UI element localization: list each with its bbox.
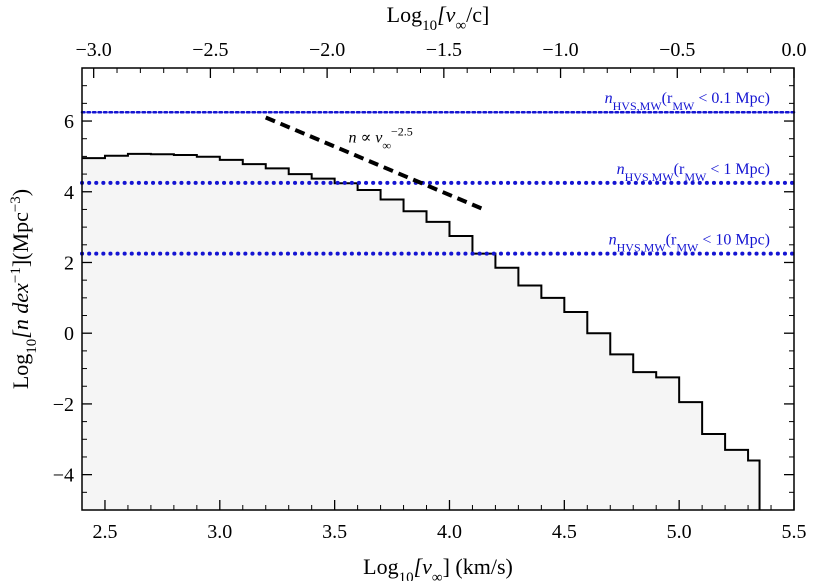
x2-tick-label: 0.0: [782, 39, 807, 61]
x-tick-label: 5.0: [667, 521, 692, 543]
ref-line-label-10mpc: nHVS,MW(rMW < 10 Mpc): [609, 232, 770, 255]
plot-frame: [81, 67, 795, 511]
x2-tick-label: −3.0: [76, 39, 112, 61]
ticks-layer: [81, 67, 795, 511]
x2-tick-label: −2.0: [309, 39, 345, 61]
x-tick-label: 2.5: [92, 521, 117, 543]
y-tick-label: 6: [64, 111, 74, 133]
x2-tick-label: −1.5: [426, 39, 462, 61]
x-tick-label: 5.5: [782, 521, 807, 543]
histogram-step-line: [82, 152, 761, 510]
y-axis-title: Log10[n dex−1](Mpc−3): [8, 189, 40, 389]
power-law-line: [264, 115, 485, 212]
x2-tick-label: −1.0: [542, 39, 578, 61]
ref-line-label-0p1mpc: nHVS,MW(rMW < 0.1 Mpc): [605, 90, 770, 113]
reference-lines-layer: [80, 110, 796, 256]
y-tick-label: 0: [64, 323, 74, 345]
x-tick-label: 3.0: [207, 521, 232, 543]
histogram-layer: [82, 152, 761, 510]
y-tick-label: 4: [64, 182, 74, 204]
x2-tick-label: −0.5: [659, 39, 695, 61]
top-axis-title: Log10[v∞/c]: [387, 2, 490, 34]
power-law-layer: [264, 115, 485, 212]
y-tick-label: −2: [53, 394, 74, 416]
x-tick-label: 4.5: [552, 521, 577, 543]
power-law-label: n ∝ v∞−2.5: [348, 124, 412, 152]
histogram-fill: [82, 153, 760, 510]
x-axis-title: Log10[v∞] (km/s): [363, 554, 513, 581]
y-tick-label: −4: [53, 465, 74, 487]
x2-tick-label: −2.5: [192, 39, 228, 61]
x-tick-label: 3.5: [322, 521, 347, 543]
x-tick-label: 4.0: [437, 521, 462, 543]
axis-labels-layer: 2.5 3.0 3.5 4.0 4.5 5.0 5.5 −3.0 −2.5 −2.0 −1.5 −1.…: [53, 39, 807, 543]
ref-line-label-1mpc: nHVS,MW(rMW < 1 Mpc): [617, 161, 770, 184]
y-tick-label: 2: [64, 252, 74, 274]
